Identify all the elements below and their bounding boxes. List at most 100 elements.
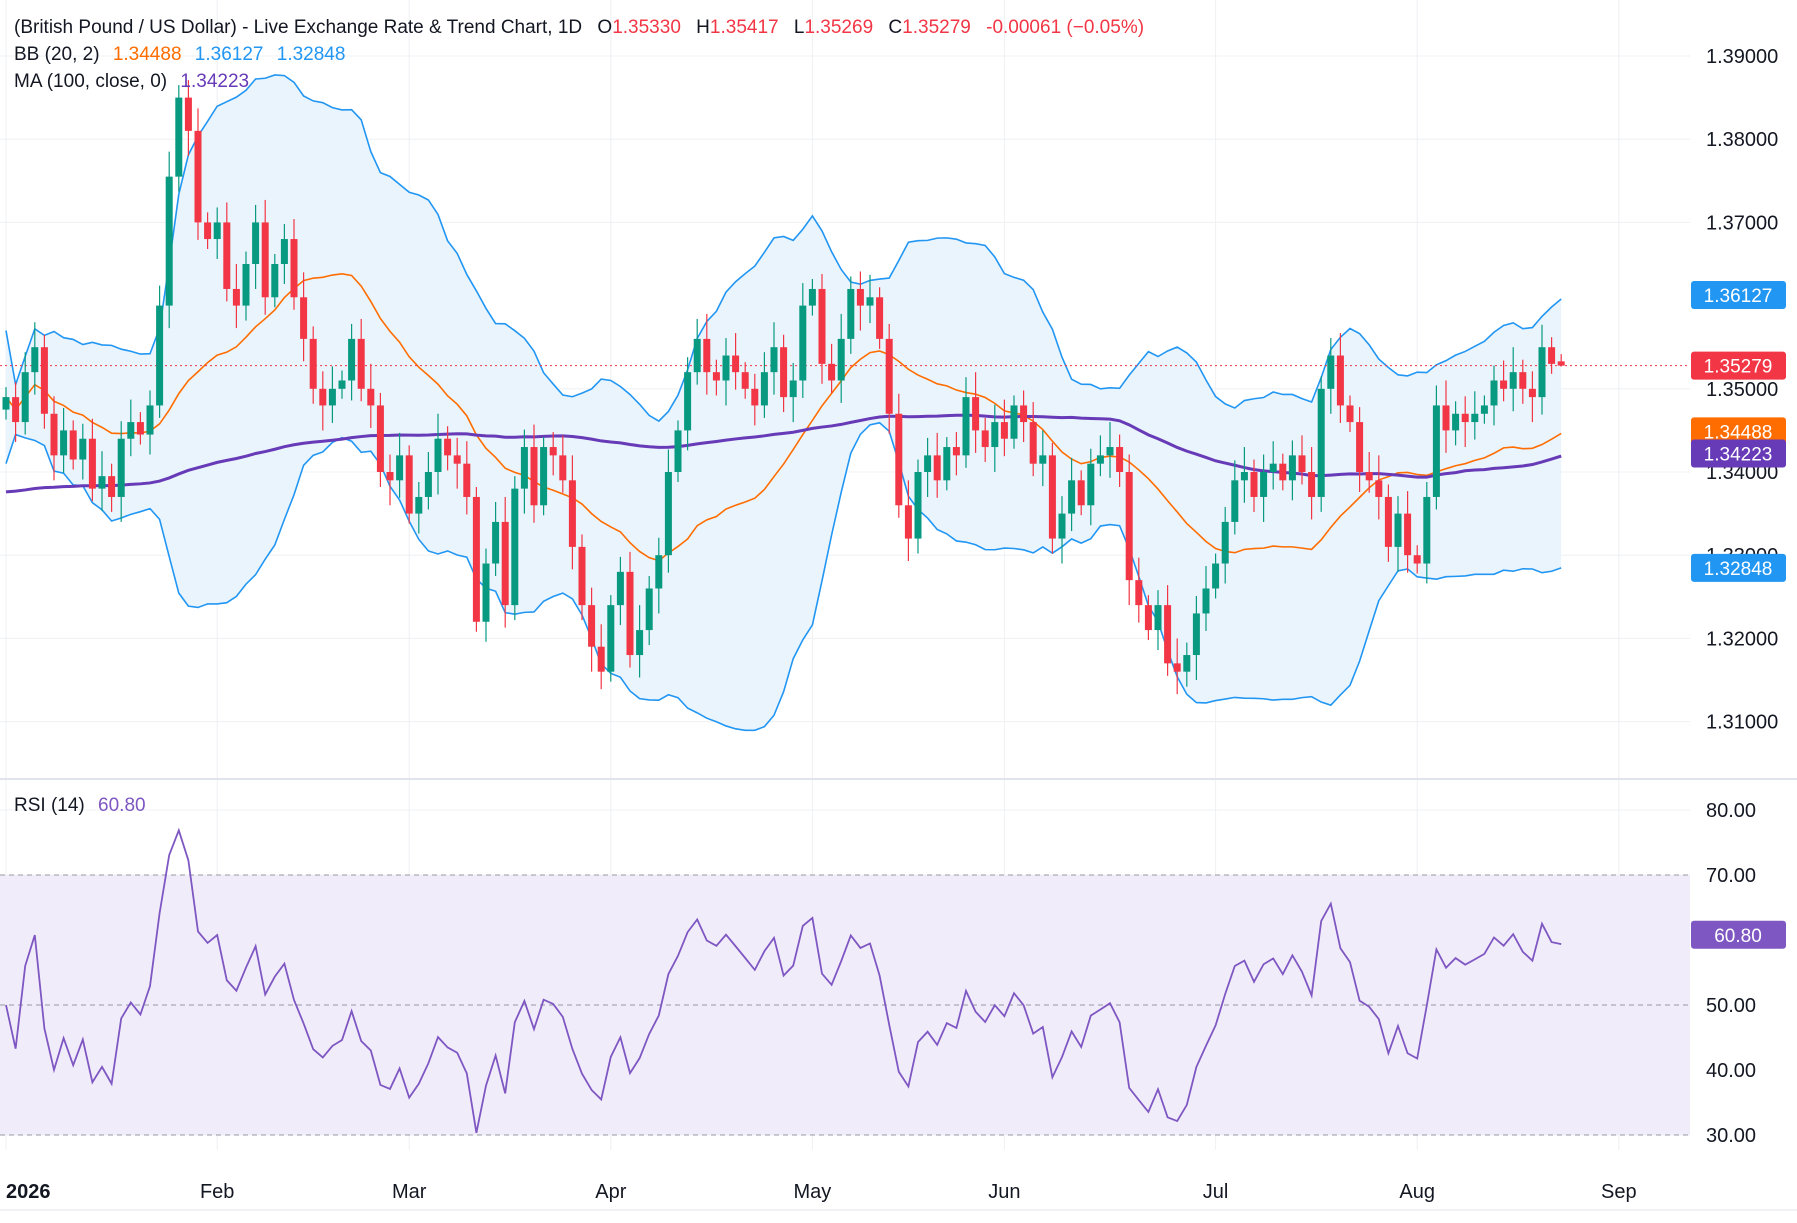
candle bbox=[79, 423, 87, 480]
candle-body bbox=[98, 476, 106, 489]
candle bbox=[1154, 590, 1162, 651]
time-axis-label: Jul bbox=[1203, 1181, 1229, 1203]
high-label: H bbox=[696, 17, 710, 38]
candle-body bbox=[1423, 496, 1431, 564]
candle bbox=[1212, 553, 1220, 599]
candle-body bbox=[309, 338, 317, 389]
candle-body bbox=[357, 338, 365, 389]
tag-last-price-bg bbox=[1691, 351, 1786, 380]
candle-body bbox=[722, 355, 730, 381]
candle-body bbox=[818, 288, 826, 364]
candle bbox=[156, 285, 164, 418]
tag-rsi: 60.80 bbox=[1691, 920, 1786, 949]
tag-last-price: 1.35279 bbox=[1691, 351, 1786, 380]
candle bbox=[1269, 441, 1277, 490]
candle bbox=[1279, 453, 1287, 491]
candle-body bbox=[876, 297, 884, 339]
candle bbox=[396, 432, 404, 498]
candle-body bbox=[1538, 347, 1546, 398]
candle bbox=[501, 496, 509, 628]
candle bbox=[108, 463, 116, 512]
candle-body bbox=[770, 347, 778, 373]
high-value: 1.35417 bbox=[710, 17, 779, 38]
candle-body bbox=[1192, 613, 1200, 656]
candle-body bbox=[962, 397, 970, 456]
candle bbox=[1432, 385, 1440, 510]
candle-body bbox=[117, 438, 125, 497]
tag-bb-lower: 1.32848 bbox=[1691, 553, 1786, 582]
legend-line-rsi: RSI (14) 60.80 bbox=[14, 795, 146, 816]
candle-body bbox=[69, 430, 77, 460]
candle bbox=[722, 338, 730, 406]
candle-body bbox=[136, 422, 144, 435]
candle-body bbox=[607, 605, 615, 672]
candle bbox=[1106, 422, 1114, 478]
candle-body bbox=[338, 380, 346, 389]
candle bbox=[1480, 395, 1488, 424]
rsi-axis-label: 40.00 bbox=[1706, 1060, 1756, 1082]
candle-body bbox=[232, 288, 240, 306]
candle-body bbox=[1250, 472, 1258, 497]
candle bbox=[453, 437, 461, 489]
candle-body bbox=[1231, 480, 1239, 522]
candle-body bbox=[328, 388, 336, 406]
candle-body bbox=[1442, 405, 1450, 431]
price-axis-label: 1.31000 bbox=[1706, 712, 1778, 734]
candle-body bbox=[252, 222, 260, 264]
candle-body bbox=[952, 447, 960, 456]
candle bbox=[88, 418, 96, 502]
candle bbox=[876, 287, 884, 349]
candle-body bbox=[108, 476, 116, 497]
candle-body bbox=[1183, 655, 1191, 672]
time-axis-label: 2026 bbox=[6, 1181, 51, 1203]
candle bbox=[626, 551, 634, 668]
time-axis-label: Jun bbox=[988, 1181, 1020, 1203]
candle bbox=[1000, 399, 1008, 457]
candle-body bbox=[540, 447, 548, 506]
candle bbox=[1144, 595, 1152, 641]
candle-body bbox=[482, 563, 490, 622]
candle-body bbox=[405, 455, 413, 514]
candle bbox=[271, 254, 279, 308]
candle bbox=[645, 576, 653, 646]
candle-body bbox=[655, 555, 663, 589]
candle-body bbox=[1509, 372, 1517, 389]
ma-value: 1.34223 bbox=[180, 71, 249, 92]
candle-body bbox=[348, 338, 356, 381]
candle-body bbox=[1164, 605, 1172, 664]
candle bbox=[866, 274, 874, 324]
candle-body bbox=[1058, 513, 1066, 539]
candle bbox=[1404, 491, 1412, 573]
candle bbox=[578, 534, 586, 621]
candle-body bbox=[386, 472, 394, 481]
candle bbox=[520, 429, 528, 514]
candle-body bbox=[204, 222, 212, 240]
candle bbox=[703, 313, 711, 395]
candle bbox=[2, 387, 10, 420]
candle bbox=[1538, 324, 1546, 415]
candle-body bbox=[415, 496, 423, 514]
candle bbox=[1221, 506, 1229, 584]
candle bbox=[1231, 460, 1239, 535]
candle-body bbox=[837, 338, 845, 381]
candle bbox=[1548, 337, 1556, 374]
candle-body bbox=[1317, 388, 1325, 497]
candle-body bbox=[1384, 496, 1392, 547]
candle-body bbox=[1557, 361, 1565, 366]
candle-body bbox=[511, 488, 519, 606]
candle bbox=[636, 605, 644, 678]
candle bbox=[424, 452, 432, 510]
candle bbox=[261, 199, 269, 315]
tag-rsi-text: 60.80 bbox=[1714, 926, 1762, 947]
candle-body bbox=[1413, 555, 1421, 564]
candle bbox=[616, 556, 624, 626]
candle bbox=[1096, 435, 1104, 477]
candle bbox=[549, 432, 557, 476]
candle-body bbox=[664, 472, 672, 556]
tag-ma-text: 1.34223 bbox=[1704, 444, 1773, 465]
candle bbox=[856, 271, 864, 331]
candle-body bbox=[453, 455, 461, 464]
tag-bb-lower-bg bbox=[1691, 553, 1786, 582]
candle bbox=[1423, 481, 1431, 584]
candle bbox=[1327, 338, 1335, 414]
